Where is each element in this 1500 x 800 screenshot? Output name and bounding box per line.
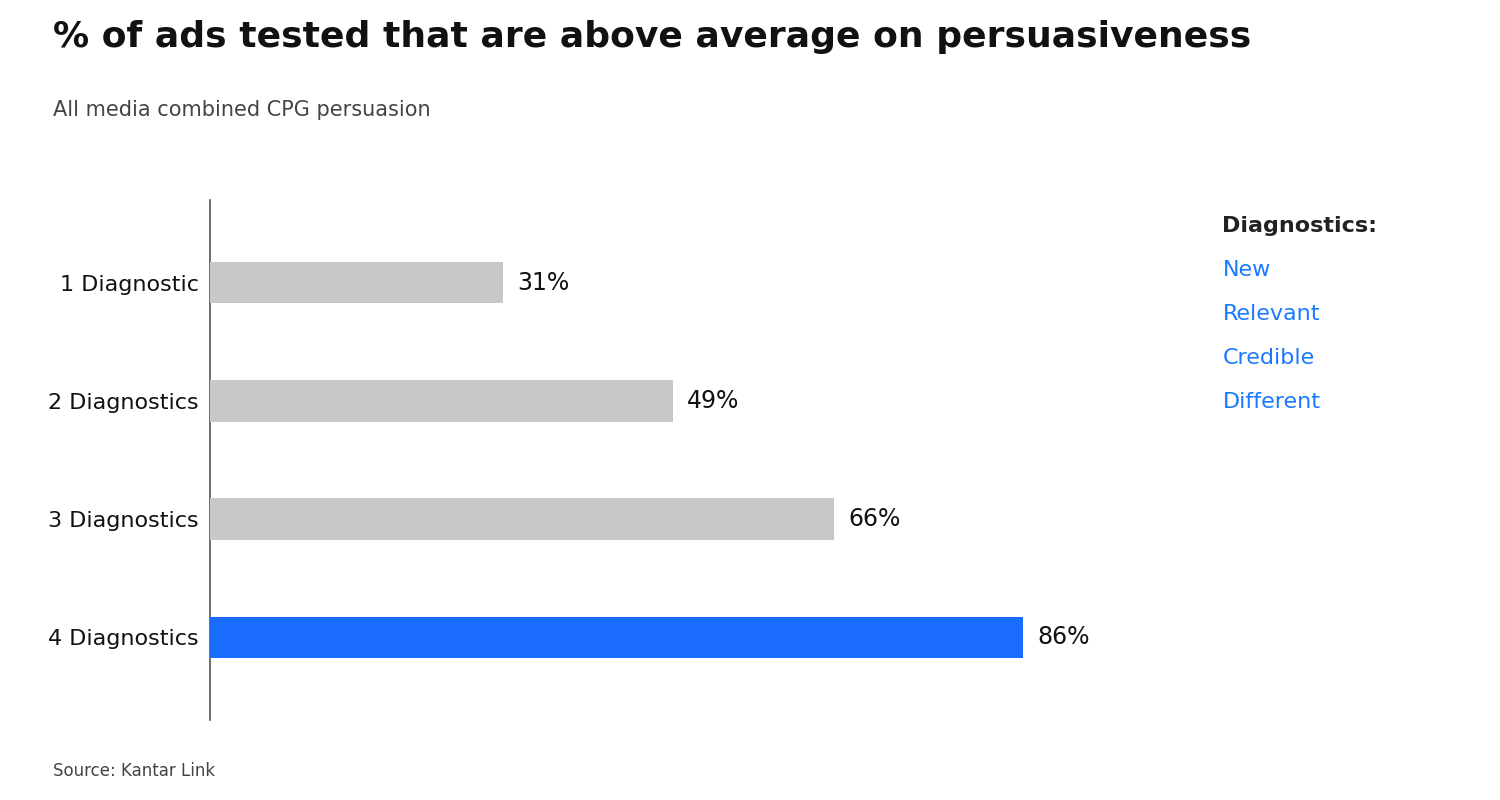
Text: Source: Kantar Link: Source: Kantar Link: [53, 762, 214, 780]
Bar: [210, 617, 1023, 658]
Text: New: New: [1222, 260, 1270, 280]
Text: Credible: Credible: [1222, 348, 1314, 368]
Text: 31%: 31%: [518, 270, 570, 294]
Text: Different: Different: [1222, 392, 1320, 412]
Text: Relevant: Relevant: [1222, 304, 1320, 324]
Text: 49%: 49%: [687, 389, 740, 413]
Text: 86%: 86%: [1036, 626, 1089, 650]
Text: Diagnostics:: Diagnostics:: [1222, 216, 1377, 236]
Text: All media combined CPG persuasion: All media combined CPG persuasion: [53, 100, 430, 120]
Bar: [210, 262, 502, 303]
Text: % of ads tested that are above average on persuasiveness: % of ads tested that are above average o…: [53, 20, 1251, 54]
Text: 66%: 66%: [847, 507, 900, 531]
Bar: [210, 380, 674, 422]
Bar: [210, 498, 834, 540]
